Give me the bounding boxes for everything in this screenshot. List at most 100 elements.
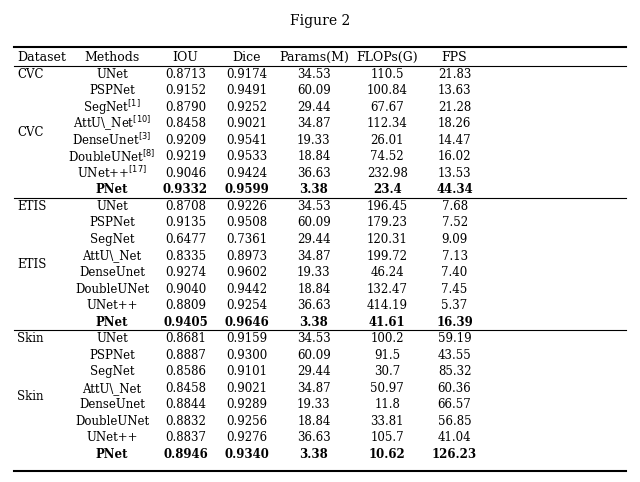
Text: 110.5: 110.5 [371, 67, 404, 80]
Text: 60.09: 60.09 [297, 84, 331, 97]
Text: Dice: Dice [232, 51, 261, 64]
Text: DenseUnet$^{[3]}$: DenseUnet$^{[3]}$ [72, 133, 152, 148]
Text: 132.47: 132.47 [367, 282, 408, 295]
Text: 0.9209: 0.9209 [165, 134, 206, 147]
Text: 105.7: 105.7 [371, 431, 404, 444]
Text: ETIS: ETIS [17, 258, 47, 271]
Text: 0.9646: 0.9646 [224, 316, 269, 329]
Text: 0.9533: 0.9533 [226, 150, 268, 163]
Text: 0.8973: 0.8973 [226, 250, 267, 263]
Text: 59.19: 59.19 [438, 332, 472, 345]
Text: 67.67: 67.67 [371, 101, 404, 114]
Text: PNet: PNet [96, 448, 128, 461]
Text: CVC: CVC [17, 125, 44, 138]
Text: 13.63: 13.63 [438, 84, 472, 97]
Text: 0.9599: 0.9599 [224, 183, 269, 196]
Text: 0.9289: 0.9289 [226, 399, 267, 411]
Text: 26.01: 26.01 [371, 134, 404, 147]
Text: 0.8458: 0.8458 [165, 382, 206, 395]
Text: 0.8713: 0.8713 [165, 67, 206, 80]
Text: 33.81: 33.81 [371, 415, 404, 428]
Text: 29.44: 29.44 [297, 101, 331, 114]
Text: 0.9226: 0.9226 [226, 200, 267, 213]
Text: Skin: Skin [17, 332, 44, 345]
Text: 0.9219: 0.9219 [165, 150, 206, 163]
Text: 179.23: 179.23 [367, 216, 408, 229]
Text: 0.9424: 0.9424 [226, 167, 267, 180]
Text: DoubleUNet: DoubleUNet [75, 415, 149, 428]
Text: PNet: PNet [96, 316, 128, 329]
Text: 3.38: 3.38 [300, 448, 328, 461]
Text: 14.47: 14.47 [438, 134, 472, 147]
Text: PSPNet: PSPNet [89, 349, 135, 362]
Text: UNet++$^{[17]}$: UNet++$^{[17]}$ [77, 165, 147, 181]
Text: CVC: CVC [17, 67, 44, 80]
Text: 11.8: 11.8 [374, 399, 400, 411]
Text: 0.8837: 0.8837 [165, 431, 206, 444]
Text: 7.45: 7.45 [442, 282, 468, 295]
Text: 7.13: 7.13 [442, 250, 468, 263]
Text: 0.8946: 0.8946 [163, 448, 208, 461]
Text: 19.33: 19.33 [297, 134, 331, 147]
Text: ETIS: ETIS [17, 200, 47, 213]
Text: 74.52: 74.52 [371, 150, 404, 163]
Text: 41.61: 41.61 [369, 316, 406, 329]
Text: 0.9442: 0.9442 [226, 282, 267, 295]
Text: 19.33: 19.33 [297, 399, 331, 411]
Text: 19.33: 19.33 [297, 266, 331, 279]
Text: 232.98: 232.98 [367, 167, 408, 180]
Text: Params(M): Params(M) [279, 51, 349, 64]
Text: 34.87: 34.87 [297, 382, 331, 395]
Text: 0.9252: 0.9252 [226, 101, 267, 114]
Text: 23.4: 23.4 [373, 183, 402, 196]
Text: PSPNet: PSPNet [89, 84, 135, 97]
Text: 0.6477: 0.6477 [164, 233, 206, 246]
Text: 0.8458: 0.8458 [165, 117, 206, 130]
Text: 5.37: 5.37 [442, 299, 468, 312]
Text: DenseUnet: DenseUnet [79, 399, 145, 411]
Text: 18.26: 18.26 [438, 117, 471, 130]
Text: DoubleUNet: DoubleUNet [75, 282, 149, 295]
Text: 29.44: 29.44 [297, 365, 331, 378]
Text: 46.24: 46.24 [371, 266, 404, 279]
Text: 41.04: 41.04 [438, 431, 472, 444]
Text: 0.8844: 0.8844 [165, 399, 206, 411]
Text: 0.9046: 0.9046 [164, 167, 206, 180]
Text: 16.02: 16.02 [438, 150, 471, 163]
Text: 43.55: 43.55 [438, 349, 472, 362]
Text: 0.9602: 0.9602 [226, 266, 267, 279]
Text: UNet: UNet [96, 200, 128, 213]
Text: Figure 2: Figure 2 [290, 14, 350, 28]
Text: 0.8586: 0.8586 [165, 365, 206, 378]
Text: 18.84: 18.84 [297, 150, 331, 163]
Text: 56.85: 56.85 [438, 415, 472, 428]
Text: 0.7361: 0.7361 [226, 233, 267, 246]
Text: 7.40: 7.40 [442, 266, 468, 279]
Text: PSPNet: PSPNet [89, 216, 135, 229]
Text: 66.57: 66.57 [438, 399, 472, 411]
Text: UNet: UNet [96, 332, 128, 345]
Text: 0.9152: 0.9152 [165, 84, 206, 97]
Text: Dataset: Dataset [17, 51, 66, 64]
Text: 0.9101: 0.9101 [226, 365, 267, 378]
Text: 34.53: 34.53 [297, 67, 331, 80]
Text: 0.9274: 0.9274 [165, 266, 206, 279]
Text: UNet: UNet [96, 67, 128, 80]
Text: DenseUnet: DenseUnet [79, 266, 145, 279]
Text: 414.19: 414.19 [367, 299, 408, 312]
Text: 0.9256: 0.9256 [226, 415, 267, 428]
Text: 112.34: 112.34 [367, 117, 408, 130]
Text: SegNet: SegNet [90, 233, 134, 246]
Text: 34.53: 34.53 [297, 200, 331, 213]
Text: 18.84: 18.84 [297, 415, 331, 428]
Text: 0.9159: 0.9159 [226, 332, 267, 345]
Text: FLOPs(G): FLOPs(G) [356, 51, 418, 64]
Text: 85.32: 85.32 [438, 365, 471, 378]
Text: 21.28: 21.28 [438, 101, 471, 114]
Text: 34.87: 34.87 [297, 117, 331, 130]
Text: AttU\_Net: AttU\_Net [83, 382, 141, 395]
Text: 0.9021: 0.9021 [226, 382, 267, 395]
Text: 126.23: 126.23 [432, 448, 477, 461]
Text: 60.09: 60.09 [297, 216, 331, 229]
Text: 60.36: 60.36 [438, 382, 472, 395]
